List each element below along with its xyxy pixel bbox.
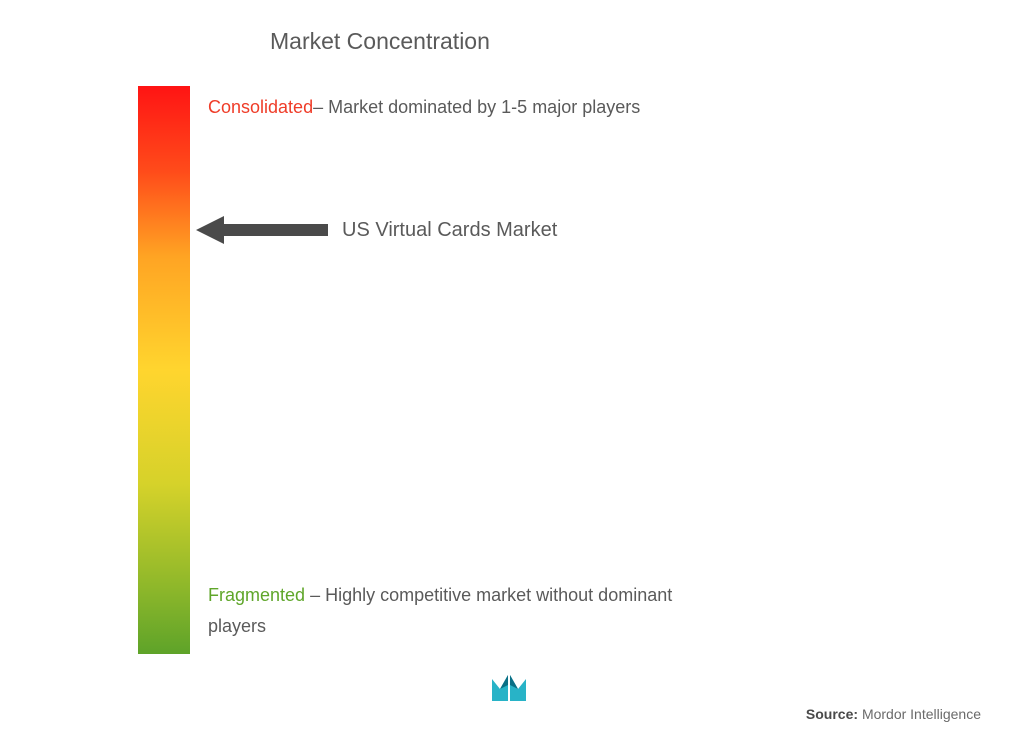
market-position-marker: US Virtual Cards Market	[196, 216, 557, 244]
source-name: Mordor Intelligence	[862, 706, 981, 722]
fragmented-label: Fragmented – Highly competitive market w…	[208, 580, 678, 641]
arrow-left-icon	[196, 216, 328, 244]
chart-title: Market Concentration	[270, 28, 490, 55]
consolidated-label: Consolidated– Market dominated by 1-5 ma…	[208, 92, 678, 123]
source-attribution: Source: Mordor Intelligence	[806, 706, 981, 722]
source-prefix: Source:	[806, 706, 858, 722]
consolidated-highlight: Consolidated	[208, 97, 313, 117]
consolidated-rest: – Market dominated by 1-5 major players	[313, 97, 640, 117]
market-name-label: US Virtual Cards Market	[342, 219, 557, 242]
fragmented-highlight: Fragmented	[208, 585, 305, 605]
concentration-gradient-bar	[138, 86, 190, 654]
mordor-logo-icon	[490, 673, 528, 703]
